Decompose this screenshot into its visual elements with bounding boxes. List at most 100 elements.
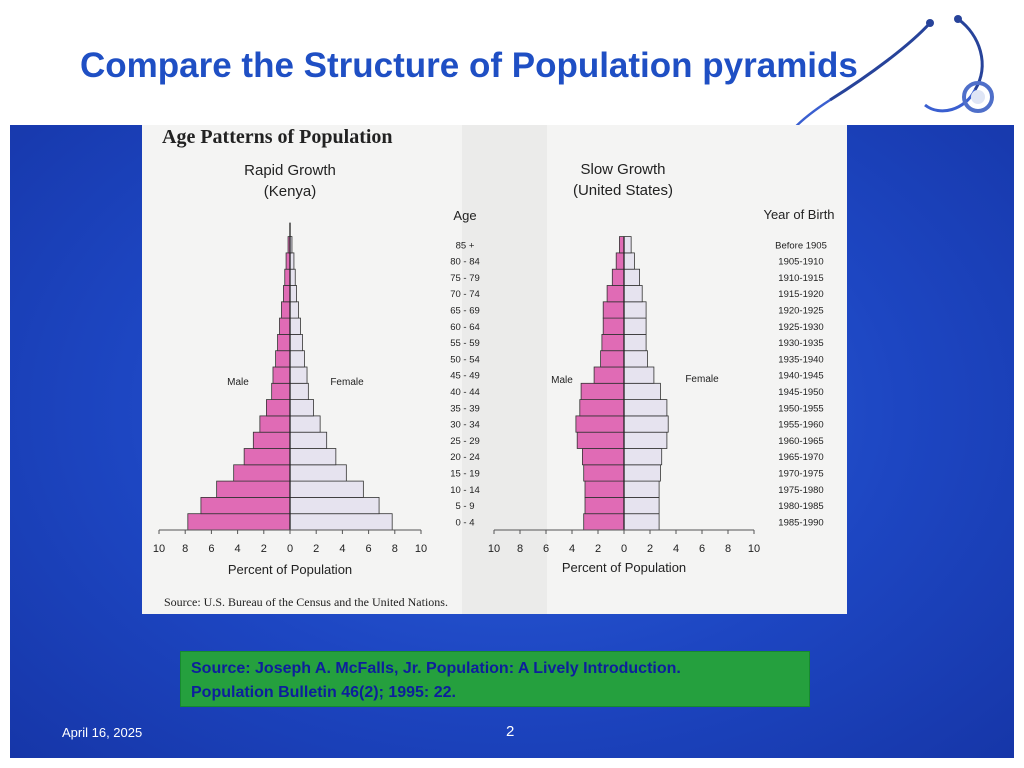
us-male-bar bbox=[581, 448, 625, 466]
citation-box: Source: Joseph A. McFalls, Jr. Populatio… bbox=[180, 651, 810, 707]
kenya-tick-label: 10 bbox=[415, 543, 427, 555]
us-female-bar bbox=[623, 285, 643, 303]
slide-date: April 16, 2025 bbox=[62, 725, 143, 740]
kenya-female-bar bbox=[289, 382, 309, 400]
kenya-female-bar bbox=[289, 366, 308, 384]
age-label: 60 - 64 bbox=[450, 322, 480, 333]
us-male-bar bbox=[583, 464, 625, 482]
slide-number: 2 bbox=[506, 723, 515, 740]
kenya-tick-label: 10 bbox=[153, 543, 165, 555]
us-male-bar bbox=[593, 366, 625, 384]
kenya-tick-label: 6 bbox=[208, 543, 214, 555]
kenya-male-bar bbox=[200, 496, 291, 515]
us-female-bar bbox=[623, 415, 669, 433]
age-label: 25 - 29 bbox=[450, 436, 480, 447]
kenya-female-bar bbox=[289, 480, 364, 498]
us-male-bar bbox=[584, 480, 625, 498]
us-female-bar bbox=[623, 236, 632, 254]
kenya-female-bar bbox=[289, 513, 393, 531]
kenya-tick-label: 8 bbox=[392, 543, 398, 555]
age-label: 80 - 84 bbox=[450, 257, 480, 268]
kenya-male-bar bbox=[283, 285, 291, 303]
age-label: 65 - 69 bbox=[450, 305, 480, 316]
kenya-male-bar bbox=[281, 301, 291, 319]
kenya-male-bar bbox=[272, 366, 291, 384]
us-female-bar bbox=[623, 268, 641, 286]
figure-source: Source: U.S. Bureau of the Census and th… bbox=[164, 595, 448, 609]
year-of-birth-label: 1965-1970 bbox=[778, 452, 823, 463]
age-label: 0 - 4 bbox=[455, 517, 474, 528]
us-female-bar bbox=[623, 333, 647, 352]
kenya-female-bar bbox=[289, 431, 328, 449]
us-male-label: Male bbox=[551, 375, 573, 386]
us-pyramid bbox=[575, 236, 669, 531]
us-tick-label: 6 bbox=[699, 543, 705, 555]
age-label: 30 - 34 bbox=[450, 420, 480, 431]
kenya-female-bar bbox=[289, 268, 296, 286]
us-female-bar bbox=[623, 317, 647, 335]
kenya-male-bar bbox=[275, 350, 291, 368]
us-male-bar bbox=[583, 513, 625, 531]
kenya-male-bar bbox=[279, 317, 291, 335]
kenya-female-bar bbox=[289, 448, 337, 466]
citation-line-1: Source: Joseph A. McFalls, Jr. Populatio… bbox=[191, 660, 681, 677]
year-of-birth-labels: 1985-1990 1980-1985 1975-1980 1970-1975 1965… bbox=[775, 240, 827, 528]
us-male-bar bbox=[602, 301, 625, 319]
year-of-birth-header: Year of Birth bbox=[763, 207, 834, 222]
us-male-bar bbox=[619, 236, 625, 254]
axes: 10 8 6 4 2 0 2 4 6 8 10 10 8 6 4 2 0 2 4 6 8 10 bbox=[153, 222, 760, 555]
kenya-female-bar bbox=[289, 285, 297, 303]
year-of-birth-label: 1905-1910 bbox=[778, 257, 823, 268]
year-of-birth-label: 1915-1920 bbox=[778, 289, 823, 300]
us-male-bar bbox=[580, 382, 625, 400]
age-label: 5 - 9 bbox=[455, 501, 474, 512]
kenya-male-bar bbox=[271, 382, 291, 400]
year-of-birth-label: 1980-1985 bbox=[778, 501, 823, 512]
kenya-male-bar bbox=[259, 415, 291, 433]
us-female-bar bbox=[623, 513, 660, 531]
age-label: 40 - 44 bbox=[450, 387, 480, 398]
age-label: 20 - 24 bbox=[450, 452, 480, 463]
year-of-birth-label: 1930-1935 bbox=[778, 338, 823, 349]
us-tick-label: 10 bbox=[488, 543, 500, 555]
figure-title: Age Patterns of Population bbox=[162, 126, 393, 148]
background-band bbox=[462, 125, 547, 614]
us-female-bar bbox=[623, 301, 647, 319]
kenya-female-bar bbox=[289, 333, 303, 352]
age-label: 35 - 39 bbox=[450, 403, 480, 414]
kenya-female-bar bbox=[289, 317, 301, 335]
us-female-label: Female bbox=[685, 374, 719, 385]
year-of-birth-label: 1920-1925 bbox=[778, 305, 823, 316]
kenya-male-bar bbox=[252, 431, 291, 449]
us-tick-label: 6 bbox=[543, 543, 549, 555]
us-male-bar bbox=[601, 333, 625, 352]
age-label: 45 - 49 bbox=[450, 371, 480, 382]
us-subtitle: (United States) bbox=[573, 182, 673, 199]
kenya-female-label: Female bbox=[330, 377, 364, 388]
kenya-tick-label: 4 bbox=[339, 543, 345, 555]
age-labels: 0 - 4 5 - 9 10 - 14 15 - 19 20 - 24 25 - 29 30… bbox=[450, 240, 480, 528]
us-male-bar bbox=[611, 268, 625, 286]
age-header: Age bbox=[453, 208, 476, 223]
us-male-bar bbox=[584, 496, 625, 515]
us-male-bar bbox=[615, 252, 625, 270]
us-female-bar bbox=[623, 496, 660, 515]
us-tick-label: 2 bbox=[647, 543, 653, 555]
kenya-female-bar bbox=[289, 464, 347, 482]
year-of-birth-label: 1940-1945 bbox=[778, 371, 823, 382]
year-of-birth-label: 1910-1915 bbox=[778, 273, 823, 284]
kenya-male-bar bbox=[243, 448, 291, 466]
us-female-bar bbox=[623, 366, 655, 384]
us-female-bar bbox=[623, 464, 661, 482]
kenya-female-bar bbox=[289, 496, 380, 515]
year-of-birth-label: 1955-1960 bbox=[778, 420, 823, 431]
us-male-bar bbox=[606, 285, 625, 303]
kenya-pyramid bbox=[187, 236, 393, 531]
age-label: 50 - 54 bbox=[450, 354, 480, 365]
kenya-male-label: Male bbox=[227, 377, 249, 388]
us-tick-label: 8 bbox=[725, 543, 731, 555]
age-label: 85 + bbox=[456, 240, 475, 251]
kenya-tick-label: 2 bbox=[313, 543, 319, 555]
age-label: 10 - 14 bbox=[450, 485, 480, 496]
kenya-male-bar bbox=[277, 333, 291, 352]
